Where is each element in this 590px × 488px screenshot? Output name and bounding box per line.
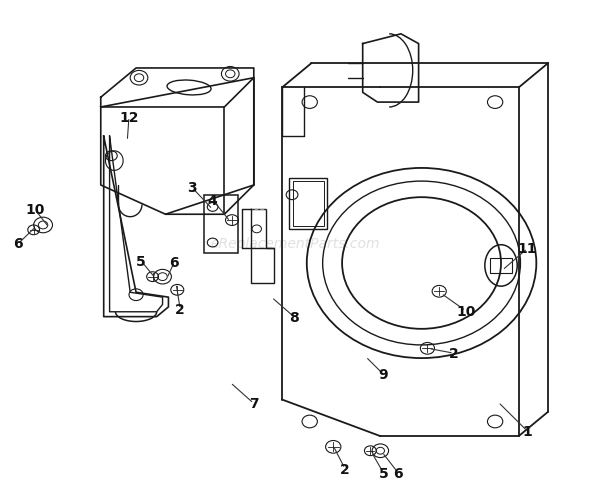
Bar <box>490 259 512 273</box>
Text: 9: 9 <box>378 367 388 382</box>
Bar <box>293 181 324 226</box>
Text: 6: 6 <box>14 237 23 251</box>
Text: 6: 6 <box>393 466 403 480</box>
Text: 10: 10 <box>456 304 476 318</box>
Bar <box>204 195 238 254</box>
Text: 7: 7 <box>249 397 258 410</box>
Text: 10: 10 <box>25 203 44 217</box>
Text: 5: 5 <box>378 466 388 480</box>
Text: 12: 12 <box>119 110 139 124</box>
Text: 2: 2 <box>449 346 459 361</box>
Text: eReplacementParts.com: eReplacementParts.com <box>210 237 380 251</box>
Text: 1: 1 <box>523 425 532 438</box>
Text: 8: 8 <box>289 310 299 324</box>
Text: 4: 4 <box>208 193 218 207</box>
Text: 11: 11 <box>518 242 537 256</box>
Text: 2: 2 <box>340 462 350 476</box>
Text: 5: 5 <box>136 254 146 268</box>
Bar <box>289 178 327 229</box>
Text: 3: 3 <box>187 181 197 195</box>
Text: 2: 2 <box>175 303 185 317</box>
Text: 6: 6 <box>169 256 179 269</box>
